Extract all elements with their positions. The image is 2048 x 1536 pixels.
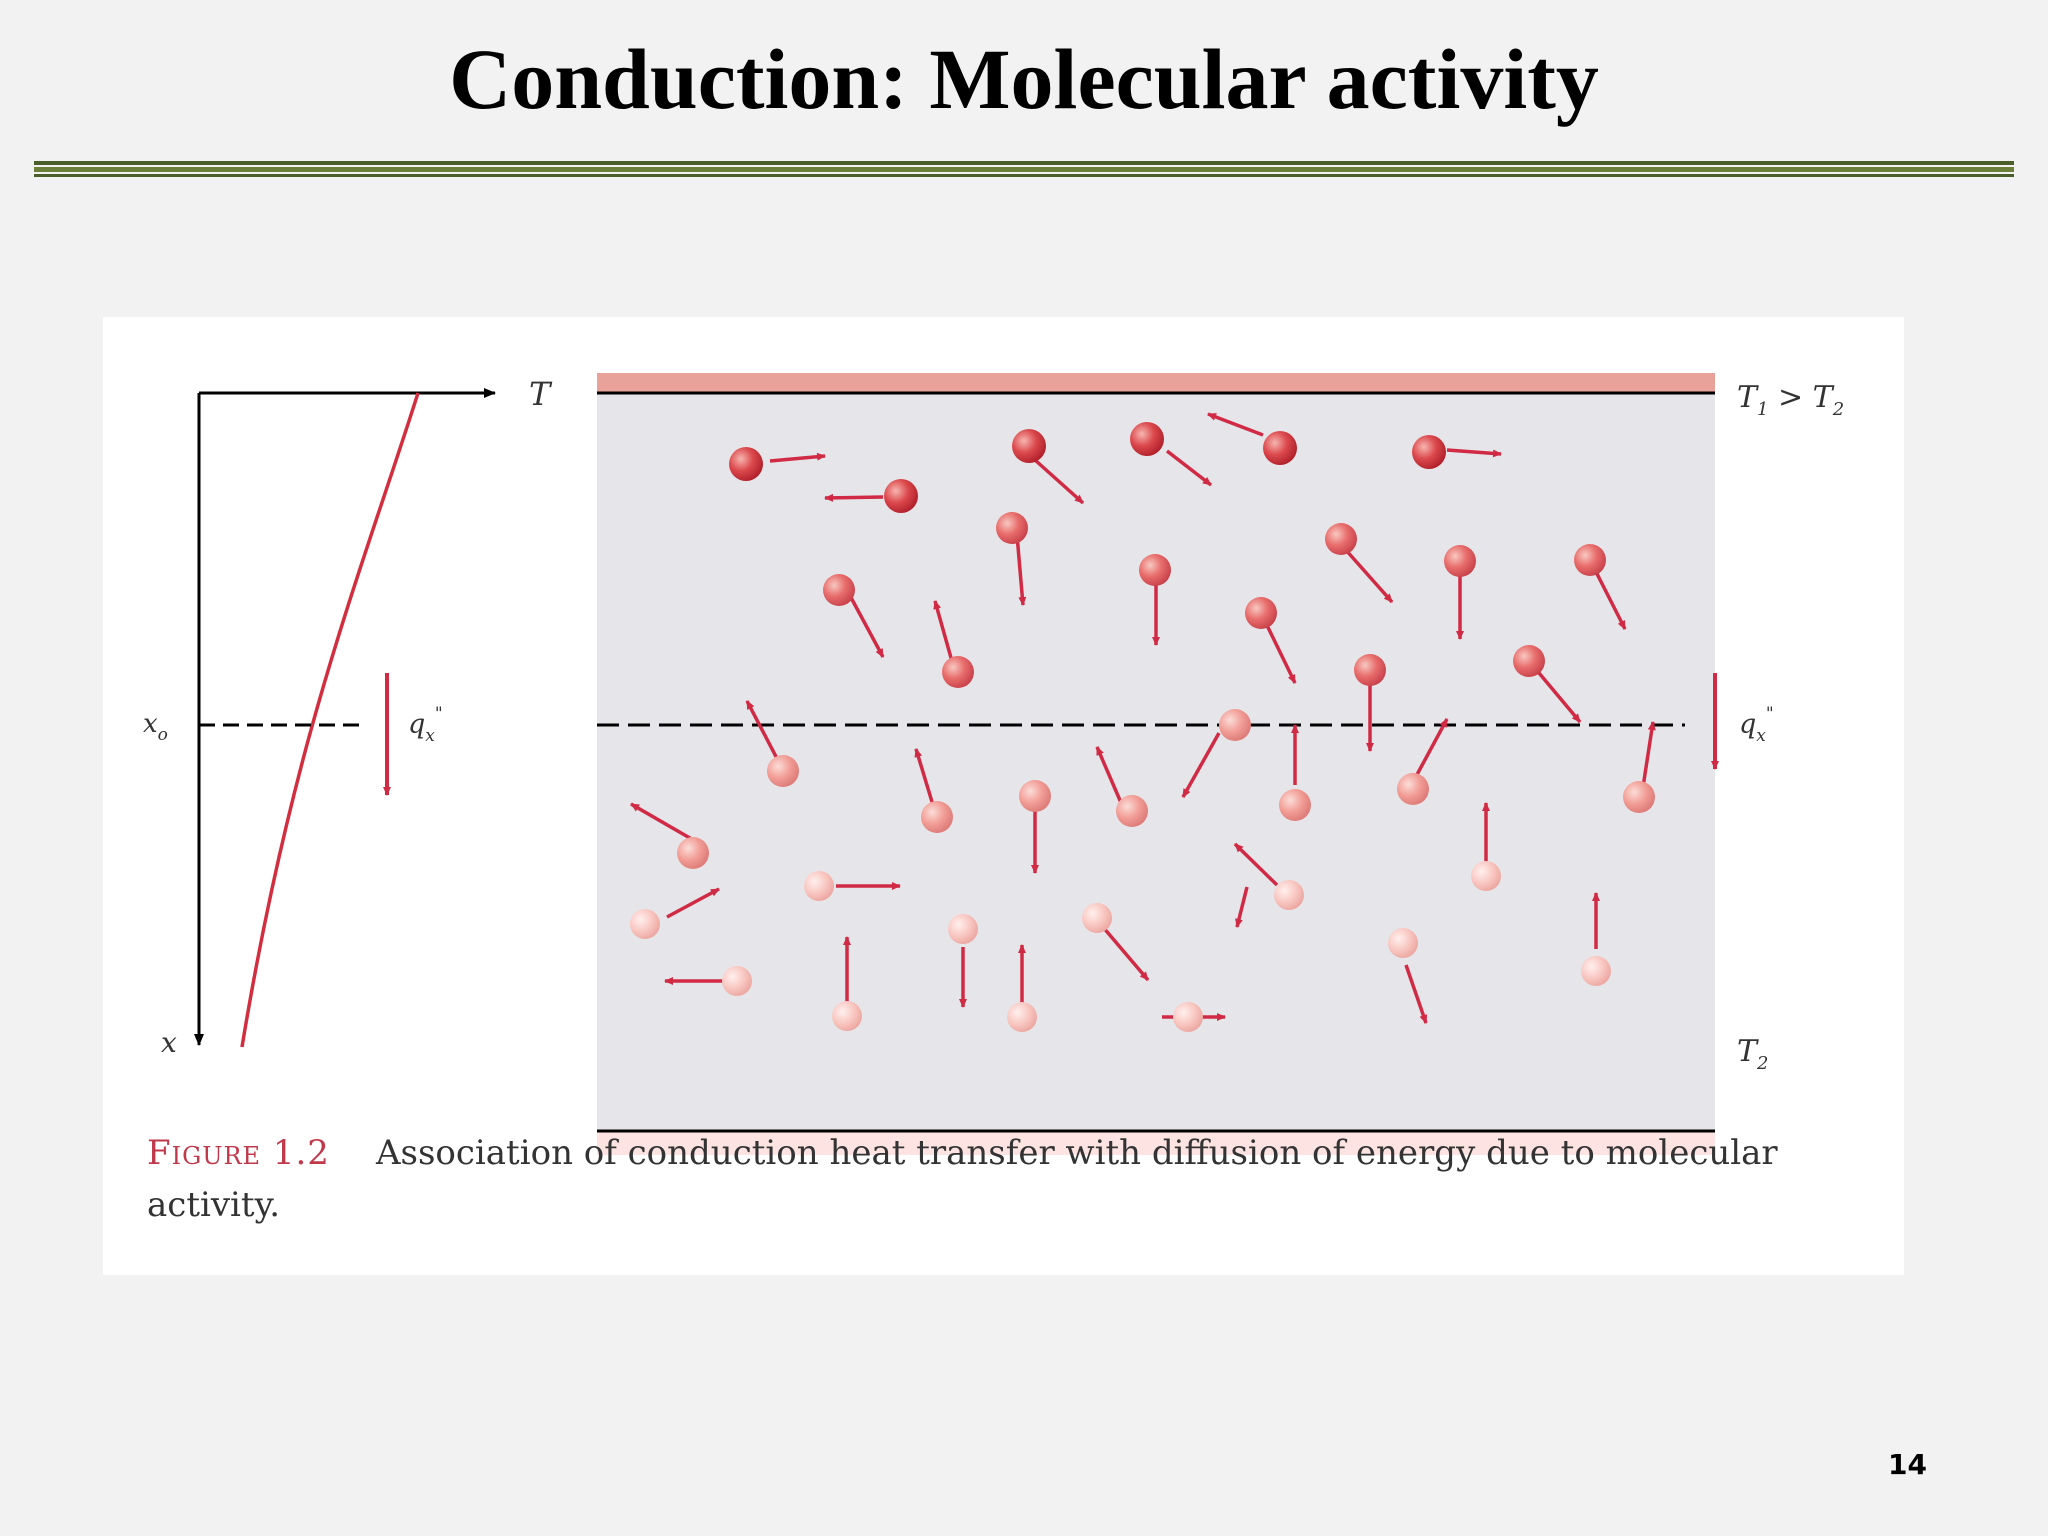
temperature-axis-label: T [529,375,553,413]
hot-wall [597,373,1715,393]
molecule [677,837,709,869]
velocity-arrow [1207,412,1264,437]
velocity-arrow [1235,886,1249,928]
molecule [1012,429,1046,463]
cold-boundary-label: T2 [1737,1034,1768,1074]
molecule [1581,956,1611,986]
figure-caption: Figure 1.2 Association of conduction heat… [147,1127,1787,1231]
molecule [996,512,1028,544]
title-divider [34,161,2014,179]
heat-flux-label-left: qx" [408,704,443,746]
molecule [1245,597,1277,629]
molecule [1173,1002,1203,1032]
velocity-arrow [769,452,826,463]
velocity-arrow [1641,721,1656,788]
molecule [823,574,855,606]
velocity-arrow [1233,842,1279,887]
molecule [1279,789,1311,821]
velocity-arrow [1343,547,1394,604]
temperature-curve [240,392,420,1048]
velocity-arrow [1411,718,1449,783]
molecule [942,656,974,688]
molecule [1412,435,1446,469]
molecule [1007,1002,1037,1032]
velocity-arrow [846,591,885,658]
molecule [1219,709,1251,741]
velocity-arrow [1404,964,1428,1024]
molecule [921,801,953,833]
molecule [832,1001,862,1031]
molecule [1388,928,1418,958]
molecule [767,755,799,787]
page-number: 14 [1888,1448,1927,1481]
molecule [1623,781,1655,813]
figure-panel: T x xo qx" qx" T1 > T2 T2 [103,317,1904,1275]
velocity-arrow [1446,448,1502,458]
cold-wall [597,1131,1715,1155]
molecule [1397,773,1429,805]
molecule [1263,431,1297,465]
velocity-arrow [1181,732,1221,798]
caption-label: Figure 1.2 [147,1133,330,1173]
velocity-arrow [1165,449,1213,487]
plane-label: xo [143,709,168,745]
molecule [1082,903,1112,933]
molecule [1354,654,1386,686]
velocity-arrow [1033,458,1085,505]
molecule [630,909,660,939]
molecule [1471,861,1501,891]
medium-region [597,393,1715,1131]
slide-title: Conduction: Molecular activity [449,31,1599,127]
molecule [1139,554,1171,586]
molecule [1130,422,1164,456]
molecule [722,966,752,996]
molecule [948,914,978,944]
molecule [804,871,834,901]
molecule [1019,780,1051,812]
velocity-arrow [1015,534,1027,606]
molecule [1274,880,1304,910]
molecule [1513,645,1545,677]
velocity-arrow [666,887,720,919]
velocity-arrow [630,802,696,843]
molecule [1574,544,1606,576]
molecule [1325,523,1357,555]
molecule [884,479,918,513]
molecule [729,447,763,481]
velocity-arrow [824,493,884,502]
hot-boundary-label: T1 > T2 [1737,380,1844,420]
caption-text: Association of conduction heat transfer … [147,1133,1778,1225]
molecule [1116,795,1148,827]
molecules [630,422,1655,1032]
conduction-diagram: T x xo qx" qx" T1 > T2 T2 [143,373,1844,1155]
conducting-medium: qx" T1 > T2 T2 [597,373,1844,1155]
heat-flux-label-right: qx" [1739,704,1774,746]
position-axis-label: x [161,1026,177,1059]
molecule [1444,545,1476,577]
temperature-profile-plot: T x xo qx" [143,375,553,1059]
velocity-arrow [1095,746,1124,806]
